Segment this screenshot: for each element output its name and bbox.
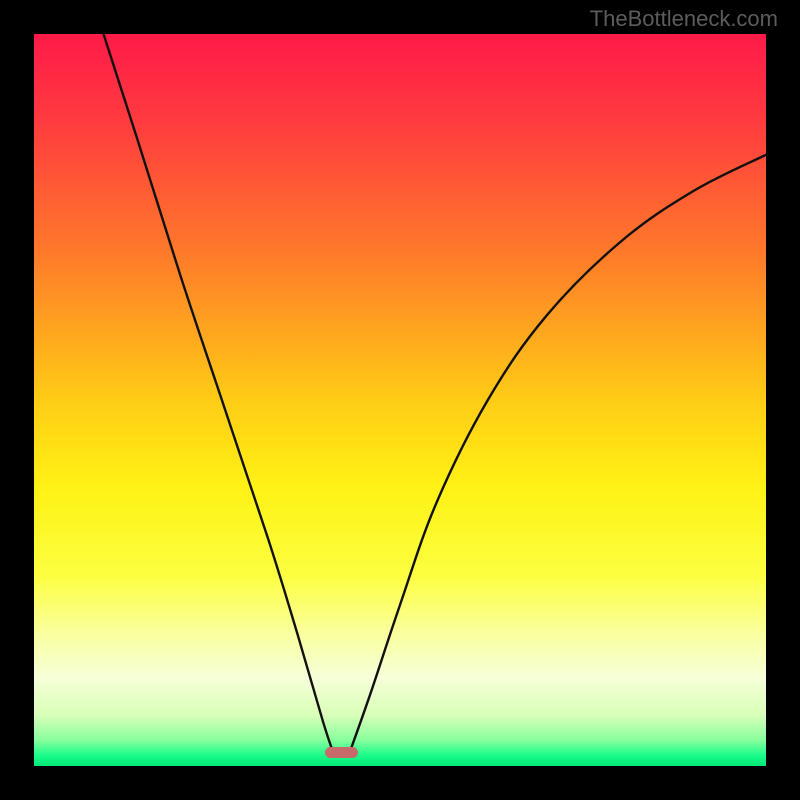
watermark-text: TheBottleneck.com	[590, 6, 778, 32]
chart-plot-area	[34, 34, 766, 766]
chart-curve	[34, 34, 766, 766]
chart-minimum-marker	[325, 747, 358, 758]
chart-container: TheBottleneck.com	[0, 0, 800, 800]
